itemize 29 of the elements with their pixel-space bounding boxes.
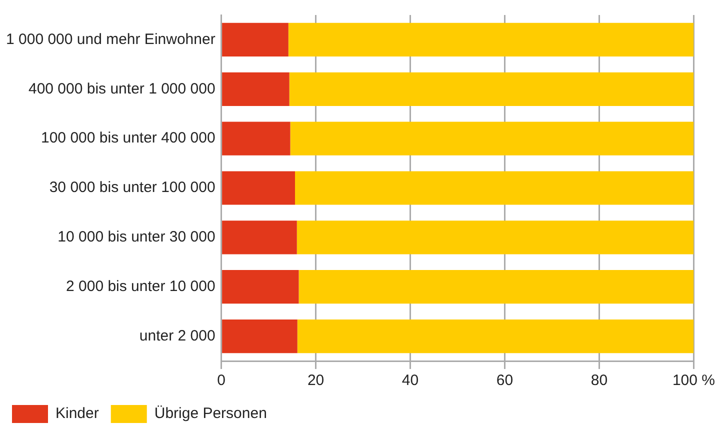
bar	[288, 22, 694, 57]
bar	[290, 122, 694, 156]
y-tick-label: 400 000 bis unter 1 000 000	[28, 80, 216, 98]
bar	[222, 270, 299, 304]
x-tick-label: 20	[307, 372, 324, 390]
bar	[296, 220, 694, 254]
x-tick-label: 0	[217, 372, 226, 390]
x-tick-label: 80	[590, 372, 608, 390]
legend-label: Kinder	[56, 405, 99, 422]
bar	[222, 220, 297, 254]
legend-label: Übrige Personen	[154, 405, 267, 422]
y-tick-label: 30 000 bis unter 100 000	[49, 179, 216, 196]
x-tick-label: 60	[496, 372, 514, 390]
y-tick-label: 10 000 bis unter 30 000	[58, 228, 216, 246]
y-tick-label: unter 2 000	[139, 327, 216, 344]
y-tick-label: 2 000 bis unter 10 000	[66, 278, 216, 295]
bar	[222, 22, 288, 57]
bar	[222, 171, 296, 205]
bar	[289, 72, 694, 106]
y-tick-label: 1 000 000 und mehr Einwohner	[6, 30, 216, 48]
bar	[222, 319, 298, 354]
x-tick-label: 40	[402, 372, 419, 390]
bar	[222, 122, 290, 156]
bar	[222, 72, 290, 106]
bar	[297, 319, 694, 354]
bar	[298, 270, 694, 304]
bar	[295, 171, 694, 205]
y-tick-label: 100 000 bis unter 400 000	[41, 130, 216, 147]
x-tick-label: 100 %	[672, 372, 716, 390]
